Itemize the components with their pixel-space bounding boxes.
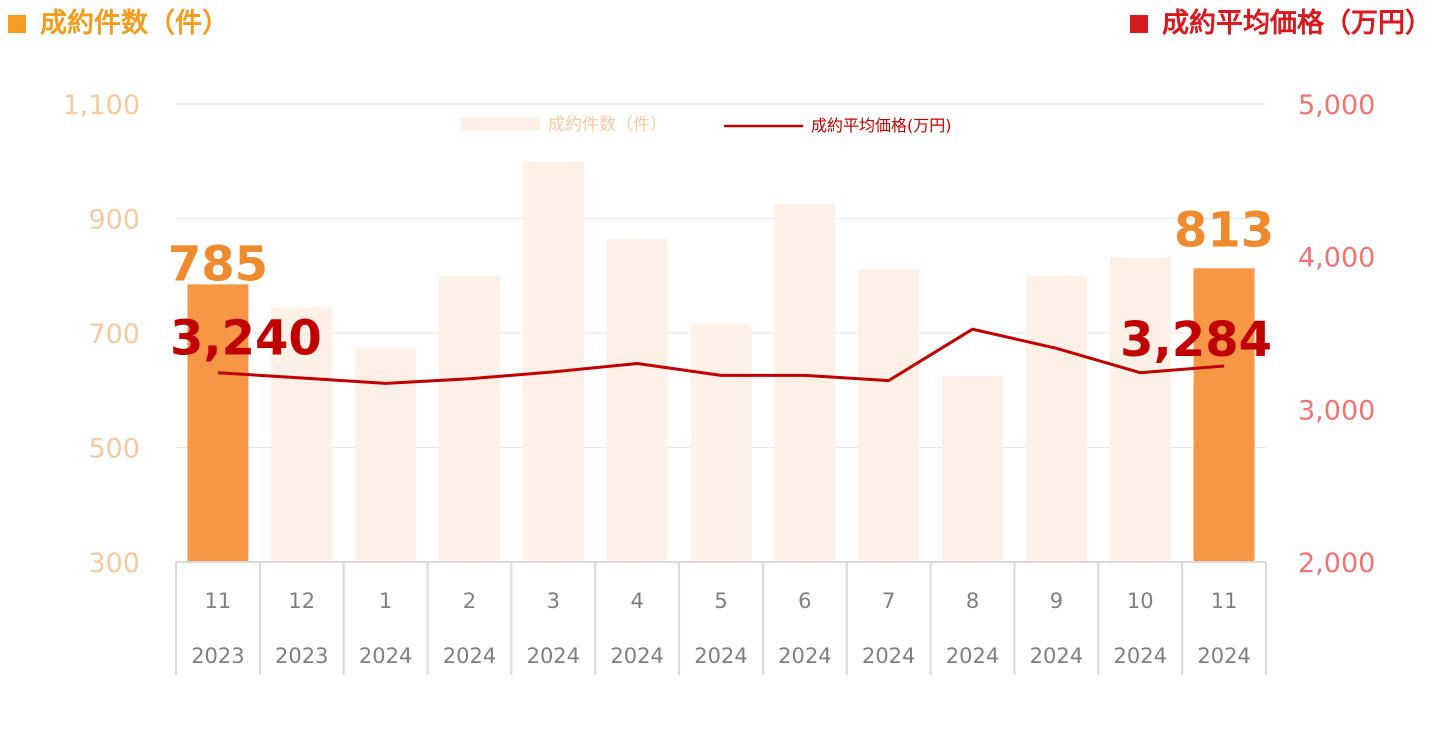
bar bbox=[774, 204, 836, 562]
bar bbox=[690, 324, 752, 562]
x-tick-month: 5 bbox=[714, 589, 727, 613]
right-axis-tick: 5,000 bbox=[1298, 90, 1375, 121]
bar bbox=[1025, 275, 1087, 562]
x-tick-month: 9 bbox=[1050, 589, 1063, 613]
data-labels: 785 813 3,240 3,284 bbox=[168, 202, 1274, 368]
x-tick-month: 8 bbox=[966, 589, 979, 613]
bar-series bbox=[187, 161, 1255, 563]
x-tick-month: 11 bbox=[1211, 589, 1238, 613]
x-tick-year: 2024 bbox=[778, 644, 831, 668]
left-axis: 1,100 900 700 500 300 bbox=[63, 90, 140, 579]
x-tick-month: 4 bbox=[630, 589, 643, 613]
x-tick-year: 2024 bbox=[862, 644, 915, 668]
left-axis-tick: 900 bbox=[88, 205, 140, 236]
red-square-icon bbox=[1130, 15, 1148, 33]
line-label-first: 3,240 bbox=[170, 311, 322, 367]
x-tick-year: 2024 bbox=[359, 644, 412, 668]
left-axis-header-title: 成約件数（件） bbox=[40, 8, 229, 39]
x-axis: 11 2023 12 2023 1 2024 2 2024 3 2024 4 2024 5 2024 6 20… bbox=[175, 561, 1267, 675]
bar bbox=[1109, 257, 1171, 562]
right-axis: 5,000 4,000 3,000 2,000 bbox=[1298, 90, 1375, 579]
right-axis-tick: 4,000 bbox=[1298, 243, 1375, 274]
bar bbox=[858, 269, 920, 562]
x-tick-year: 2024 bbox=[1197, 644, 1250, 668]
x-tick-month: 10 bbox=[1127, 589, 1154, 613]
x-tick-year: 2023 bbox=[191, 644, 244, 668]
legend-line-label: 成約平均価格(万円) bbox=[811, 116, 952, 135]
left-axis-tick: 300 bbox=[88, 548, 140, 579]
left-axis-header: 成約件数（件） bbox=[8, 4, 229, 44]
line-series bbox=[217, 327, 1225, 385]
left-axis-tick: 1,100 bbox=[63, 90, 140, 121]
bar bbox=[271, 307, 333, 562]
bar bbox=[355, 348, 417, 562]
line-label-last: 3,284 bbox=[1120, 312, 1272, 368]
orange-square-icon bbox=[8, 15, 26, 33]
bar bbox=[187, 284, 249, 562]
bar bbox=[606, 239, 668, 563]
x-tick-year: 2024 bbox=[610, 644, 663, 668]
legend: 成約件数（件） 成約平均価格(万円) bbox=[461, 115, 952, 135]
x-tick-year: 2024 bbox=[1114, 644, 1167, 668]
left-axis-tick: 500 bbox=[88, 434, 140, 465]
x-tick-year: 2024 bbox=[1030, 644, 1083, 668]
right-axis-header-title: 成約平均価格（万円） bbox=[1162, 8, 1432, 39]
bar-label-last: 813 bbox=[1174, 202, 1274, 258]
right-axis-tick: 3,000 bbox=[1298, 395, 1375, 426]
x-tick-year: 2024 bbox=[443, 644, 496, 668]
legend-bar-swatch bbox=[461, 117, 540, 131]
x-tick-month: 6 bbox=[798, 589, 811, 613]
bar bbox=[522, 161, 584, 562]
x-tick-month: 1 bbox=[379, 589, 392, 613]
x-tick-year: 2024 bbox=[527, 644, 580, 668]
price-line bbox=[217, 327, 1225, 385]
left-axis-tick: 700 bbox=[88, 319, 140, 350]
x-tick-year: 2023 bbox=[275, 644, 328, 668]
bar bbox=[438, 275, 500, 562]
right-axis-tick: 2,000 bbox=[1298, 548, 1375, 579]
bar bbox=[942, 375, 1004, 562]
x-tick-month: 3 bbox=[547, 589, 560, 613]
x-tick-year: 2024 bbox=[694, 644, 747, 668]
x-tick-year: 2024 bbox=[946, 644, 999, 668]
x-tick-month: 7 bbox=[882, 589, 895, 613]
legend-bar-label: 成約件数（件） bbox=[548, 115, 667, 135]
x-tick-month: 2 bbox=[463, 589, 476, 613]
x-tick-month: 11 bbox=[205, 589, 232, 613]
x-tick-month: 12 bbox=[288, 589, 315, 613]
right-axis-header: 成約平均価格（万円） bbox=[1130, 4, 1432, 44]
bar bbox=[1193, 268, 1255, 562]
bar-label-first: 785 bbox=[168, 236, 268, 292]
